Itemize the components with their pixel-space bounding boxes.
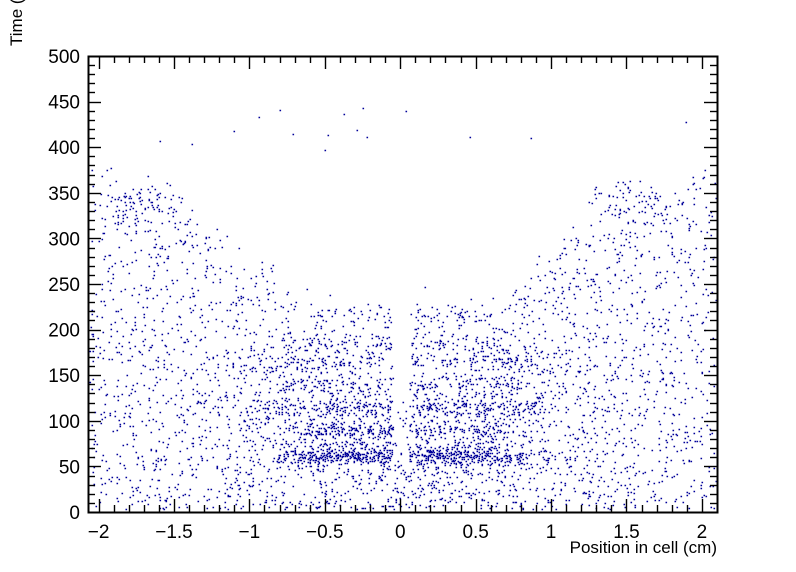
x-tick-label: 1 [546, 522, 557, 543]
x-axis-title: Position in cell (cm) [570, 538, 717, 557]
x-tick-label: 1.5 [613, 522, 639, 543]
y-tick-label: 300 [48, 229, 80, 250]
x-tick-label: 0.5 [462, 522, 488, 543]
y-tick-label: 100 [48, 412, 80, 433]
y-tick-label: 200 [48, 321, 80, 342]
y-tick-label: 150 [48, 366, 80, 387]
scatter-points [89, 107, 718, 511]
axis-ticks [88, 55, 717, 512]
data-points-layer [89, 107, 718, 511]
y-tick-label: 250 [48, 275, 80, 296]
y-tick-label: 450 [48, 93, 80, 114]
y-tick-label: 50 [59, 457, 80, 478]
y-tick-label: 350 [48, 184, 80, 205]
y-tick-label: 500 [48, 47, 80, 68]
x-tick-label: −2 [88, 522, 110, 543]
x-tick-label: 0 [395, 522, 406, 543]
y-tick-label: 400 [48, 138, 80, 159]
y-tick-label: 0 [69, 503, 80, 524]
x-tick-label: 2 [697, 522, 708, 543]
x-tick-label: −0.5 [306, 522, 344, 543]
x-tick-label: −1 [239, 522, 261, 543]
y-axis-title: Time (ns) [7, 0, 26, 46]
x-tick-label: −1.5 [155, 522, 193, 543]
axis-tick-labels: −2 −1.5 −1 −0.5 0 0.5 1 1.5 2 0 50 100 150 200 250 300 3… [48, 47, 707, 543]
